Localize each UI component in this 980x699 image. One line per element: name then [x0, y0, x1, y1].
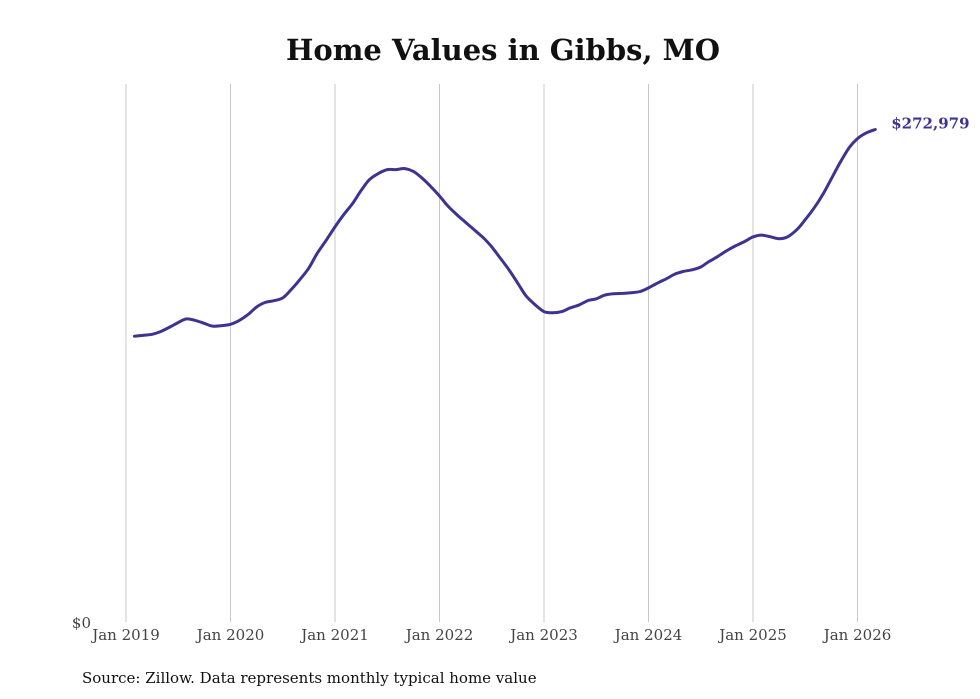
- y-tick-label-0: $0: [72, 614, 91, 632]
- x-tick-label-2: Jan 2021: [299, 626, 369, 644]
- vertical-gridlines: [125, 84, 858, 622]
- series-line-home-value: [132, 128, 877, 338]
- x-tick-label-3: Jan 2022: [404, 626, 474, 644]
- x-tick-label-6: Jan 2025: [717, 626, 787, 644]
- y-axis-tick-labels: $0: [72, 614, 91, 632]
- x-tick-label-7: Jan 2026: [822, 626, 892, 644]
- x-tick-label-0: Jan 2019: [90, 626, 160, 644]
- x-axis-tick-labels: Jan 2019 Jan 2020 Jan 2021 Jan 2022 Jan 2023…: [90, 626, 891, 644]
- x-tick-label-1: Jan 2020: [195, 626, 265, 644]
- x-tick-label-4: Jan 2023: [508, 626, 578, 644]
- chart-title: Home Values in Gibbs, MO: [286, 33, 720, 67]
- source-note: Source: Zillow. Data represents monthly …: [82, 669, 537, 687]
- series-end-label: $272,979: [891, 115, 969, 133]
- x-tick-label-5: Jan 2024: [613, 626, 683, 644]
